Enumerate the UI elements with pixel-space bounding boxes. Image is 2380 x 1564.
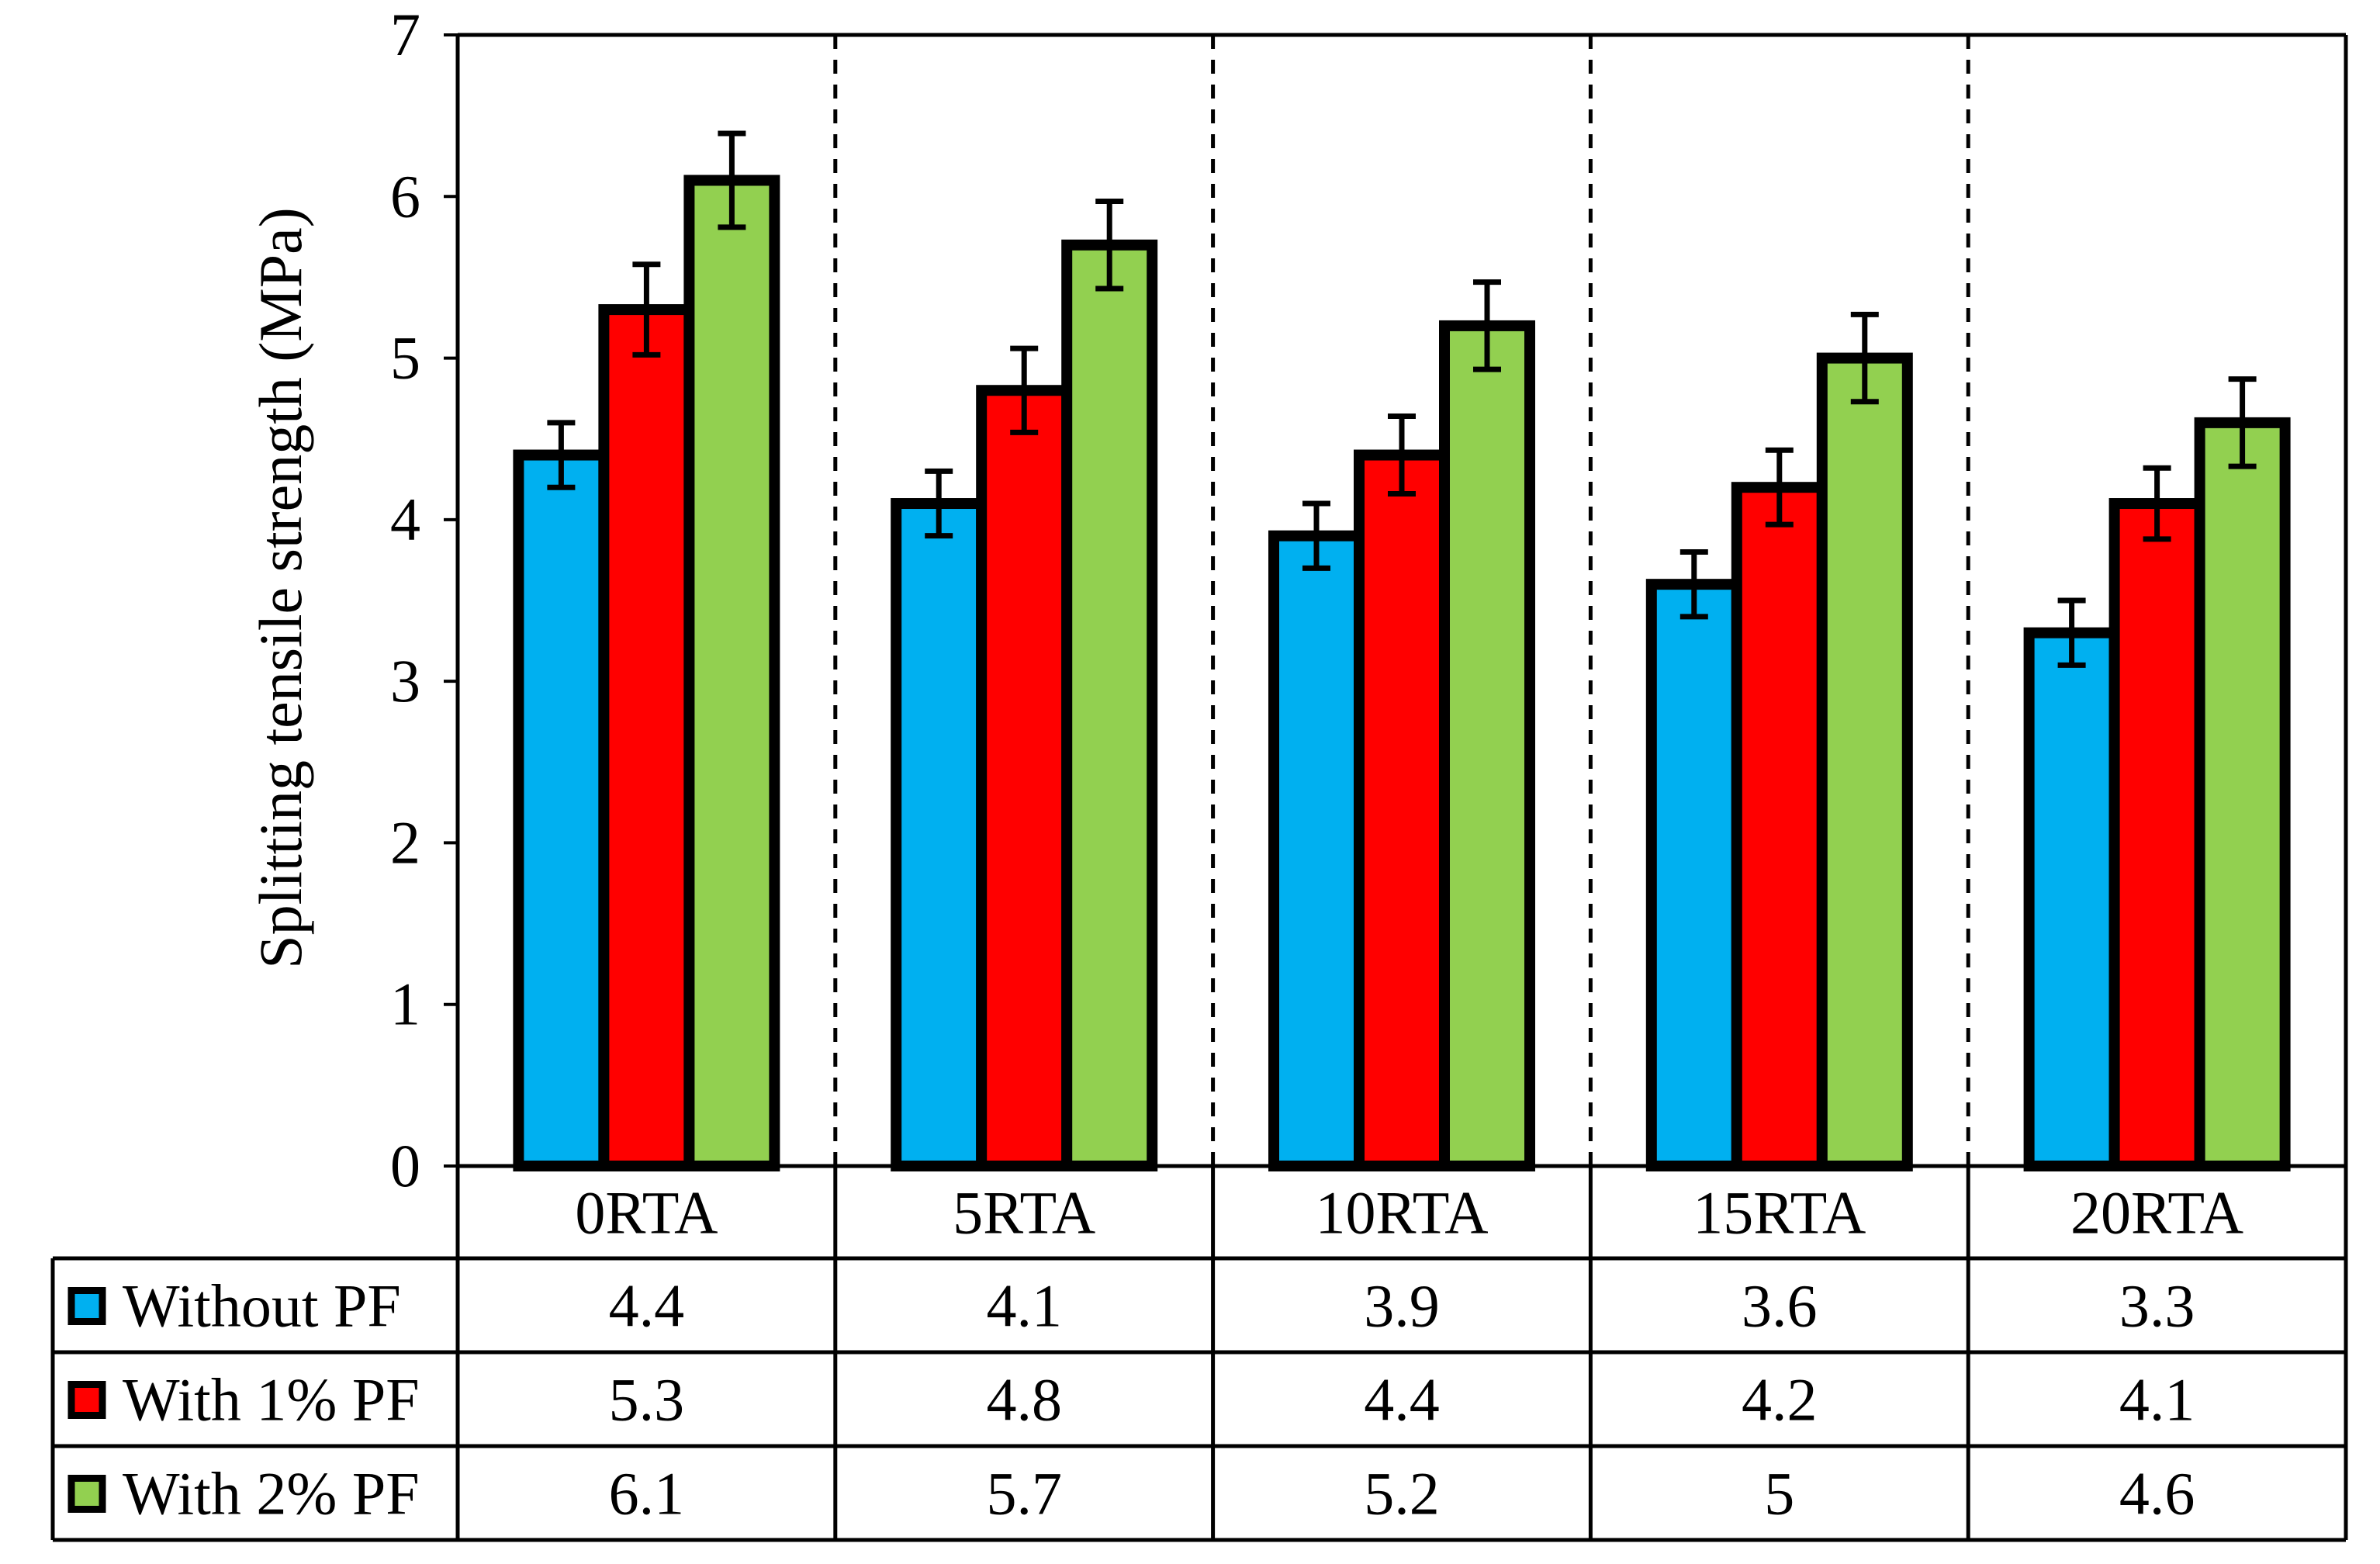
- bar: [2194, 417, 2291, 1171]
- table-cell: 4.1: [986, 1272, 1062, 1340]
- legend-key: [67, 1475, 106, 1513]
- table-cell: 4.4: [1364, 1366, 1440, 1434]
- table-cell: 3.9: [1364, 1272, 1440, 1340]
- bar: [1439, 320, 1535, 1171]
- y-tick-label: 7: [390, 1, 420, 68]
- table-cell: 4.8: [986, 1366, 1062, 1434]
- table-cell: 5.3: [609, 1366, 685, 1434]
- table-cell: 5: [1764, 1460, 1794, 1528]
- bar: [2023, 627, 2120, 1171]
- legend-label: Without PF: [123, 1272, 401, 1340]
- category-label: 10RTA: [1315, 1179, 1488, 1247]
- bar: [1268, 530, 1365, 1171]
- category-label: 0RTA: [575, 1179, 718, 1247]
- y-tick-label: 4: [390, 486, 420, 553]
- legend-label: With 2% PF: [123, 1460, 420, 1528]
- bar: [2108, 498, 2205, 1171]
- y-tick-label: 2: [390, 808, 420, 876]
- y-tick-label: 0: [390, 1132, 420, 1199]
- y-tick-label: 1: [390, 971, 420, 1038]
- bar: [1061, 239, 1158, 1171]
- table-cell: 6.1: [609, 1460, 685, 1528]
- table-cell: 4.4: [609, 1272, 685, 1340]
- bar: [1354, 449, 1450, 1171]
- legend-key: [67, 1381, 106, 1419]
- table-cell: 5.7: [986, 1460, 1062, 1528]
- category-label: 5RTA: [953, 1179, 1095, 1247]
- table-cell: 5.2: [1364, 1460, 1440, 1528]
- table-cell: 4.2: [1742, 1366, 1818, 1434]
- y-tick-label: 3: [390, 647, 420, 715]
- y-tick-label: 5: [390, 324, 420, 392]
- plot-area: 0 1 2 3 4 5 6 7: [390, 1, 2348, 1199]
- y-tick-label: 6: [390, 162, 420, 230]
- table-cell: 3.3: [2119, 1272, 2195, 1340]
- bar: [1816, 352, 1913, 1172]
- table-cell: 4.6: [2119, 1460, 2195, 1528]
- bar: [1731, 482, 1828, 1171]
- bar: [976, 385, 1073, 1171]
- bar: [1645, 579, 1742, 1171]
- data-table: 0RTA 5RTA 10RTA 15RTA 20RTA Without PF 4.4 4.1 3…: [50, 1164, 2348, 1542]
- legend-key: [67, 1287, 106, 1325]
- y-axis-title: Splitting tensile strength (MPa): [247, 207, 314, 968]
- table-cell: 4.1: [2119, 1366, 2195, 1434]
- bar: [513, 449, 610, 1171]
- table-cell: 3.6: [1742, 1272, 1818, 1340]
- bar: [683, 175, 780, 1171]
- bar: [891, 498, 988, 1171]
- category-label: 20RTA: [2070, 1179, 2243, 1247]
- category-label: 15RTA: [1693, 1179, 1866, 1247]
- legend-label: With 1% PF: [123, 1366, 420, 1434]
- bar: [598, 304, 695, 1172]
